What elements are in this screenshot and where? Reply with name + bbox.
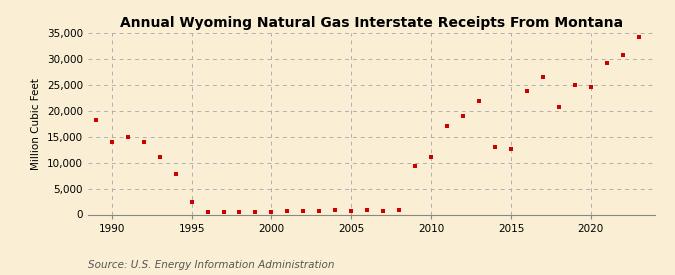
Point	[298, 209, 308, 214]
Y-axis label: Million Cubic Feet: Million Cubic Feet	[31, 78, 41, 170]
Point	[618, 53, 628, 57]
Point	[633, 35, 644, 39]
Point	[441, 124, 452, 128]
Text: Source: U.S. Energy Information Administration: Source: U.S. Energy Information Administ…	[88, 260, 334, 270]
Title: Annual Wyoming Natural Gas Interstate Receipts From Montana: Annual Wyoming Natural Gas Interstate Re…	[119, 16, 623, 31]
Point	[570, 83, 580, 87]
Point	[378, 209, 389, 213]
Point	[330, 208, 341, 213]
Point	[585, 85, 596, 89]
Point	[154, 155, 165, 160]
Point	[346, 209, 356, 213]
Point	[554, 105, 564, 109]
Point	[218, 210, 229, 214]
Point	[394, 208, 404, 213]
Point	[314, 209, 325, 213]
Point	[601, 60, 612, 65]
Point	[474, 99, 485, 104]
Point	[170, 172, 181, 176]
Point	[122, 134, 133, 139]
Point	[426, 155, 437, 160]
Point	[106, 140, 117, 144]
Point	[250, 210, 261, 214]
Point	[282, 209, 293, 214]
Point	[506, 147, 516, 151]
Point	[234, 210, 245, 214]
Point	[90, 118, 101, 122]
Point	[362, 208, 373, 213]
Point	[537, 75, 548, 79]
Point	[489, 145, 500, 149]
Point	[410, 164, 421, 169]
Point	[138, 140, 149, 144]
Point	[202, 210, 213, 214]
Point	[458, 114, 468, 118]
Point	[186, 199, 197, 204]
Point	[266, 210, 277, 214]
Point	[522, 88, 533, 93]
